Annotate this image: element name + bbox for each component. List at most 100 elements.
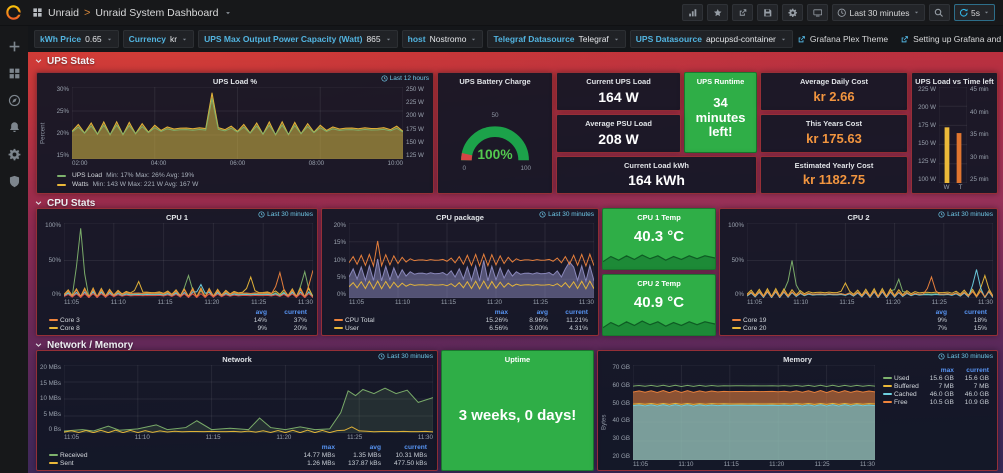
legend-item[interactable]: Core 19 9% 18% — [730, 317, 989, 325]
panel-cpu-package[interactable]: CPU package Last 30 minutes 20% 15% 10% 5% 0% 1… — [321, 208, 599, 336]
variable-currency[interactable]: Currency kr — [122, 30, 195, 48]
panel-title[interactable]: Uptime — [504, 355, 531, 364]
panel-cpu-1-temp[interactable]: CPU 1 Temp 40.3 °C — [602, 208, 716, 270]
variable-ups-max-output-power-capacity-watt-[interactable]: UPS Max Output Power Capacity (Watt) 865 — [198, 30, 398, 48]
panel-this-years-cost[interactable]: This Years Cost kr 175.63 — [760, 114, 908, 153]
legend-column-header[interactable]: avg — [255, 309, 267, 316]
sidebar-item-dashboards[interactable] — [8, 67, 21, 80]
legend-column-header[interactable]: max — [940, 367, 954, 374]
page-title[interactable]: Unraid System Dashboard — [95, 6, 219, 19]
panel-cpu-2-temp[interactable]: CPU 2 Temp 40.9 °C — [602, 274, 716, 336]
dashboard-link[interactable]: Grafana Plex Theme — [797, 34, 888, 44]
mark-favorite-button[interactable] — [707, 4, 728, 21]
legend-item[interactable]: Buffered 7 MB 7 MB — [881, 383, 991, 391]
panel-ups-runtime[interactable]: UPS Runtime 34 minutes left! — [684, 72, 757, 153]
graph-plot-area[interactable]: 11:05 11:10 11:15 11:20 11:25 11:30 — [747, 223, 993, 308]
graph-plot-area[interactable]: 11:05 11:10 11:15 11:20 11:25 11:30 — [633, 365, 875, 470]
panel-title[interactable]: UPS Runtime — [696, 77, 745, 86]
panel-average-psu-load[interactable]: Average PSU Load 208 W — [556, 114, 681, 153]
sidebar-item-configuration[interactable] — [8, 148, 21, 161]
legend-column-header[interactable]: max — [321, 444, 335, 451]
legend-column-header[interactable]: current — [404, 444, 427, 451]
legend-item[interactable]: Cached 46.0 GB 46.0 GB — [881, 391, 991, 399]
legend-item[interactable]: Used 15.6 GB 15.6 GB — [881, 375, 991, 383]
legend-item[interactable]: Watts Min: 143 W Max: 221 W Avg: 167 W — [57, 180, 417, 189]
legend-column-header[interactable]: current — [284, 309, 307, 316]
panel-title[interactable]: UPS Load % — [212, 77, 258, 86]
row-header-cpu-stats[interactable]: CPU Stats — [34, 198, 95, 209]
variable-kwh-price[interactable]: kWh Price 0.65 — [34, 30, 119, 48]
panel-title[interactable]: Estimated Yearly Cost — [794, 161, 874, 170]
panel-cpu-2[interactable]: CPU 2 Last 30 minutes 100% 50% 0% 11:05 11:10 1… — [719, 208, 998, 336]
sidebar-item-alerting[interactable] — [8, 121, 21, 134]
row-header-network-memory[interactable]: Network / Memory — [34, 340, 133, 351]
legend-column-header[interactable]: avg — [536, 309, 548, 316]
graph-plot-area[interactable]: 11:05 11:10 11:15 11:20 11:25 11:30 — [64, 223, 313, 308]
panel-timerange-badge[interactable]: Last 30 minutes — [258, 211, 313, 218]
legend-item[interactable]: Core 3 14% 37% — [47, 317, 309, 325]
panel-cpu-1[interactable]: CPU 1 Last 30 minutes 100% 50% 0% 11:05 11:10 1… — [36, 208, 318, 336]
dashboard-settings-button[interactable] — [782, 4, 803, 21]
legend-item[interactable]: CPU Total 15.26% 8.96% 11.21% — [332, 317, 590, 325]
variable-ups-datasource[interactable]: UPS Datasource apcupsd-container — [629, 30, 793, 48]
row-header-ups-stats[interactable]: UPS Stats — [34, 56, 95, 67]
panel-ups-battery-charge[interactable]: UPS Battery Charge 0 50 100 100% — [437, 72, 553, 194]
panel-network[interactable]: Network Last 30 minutes 20 MBs 15 MBs 10 MBs… — [36, 350, 438, 471]
legend-item[interactable]: UPS Load Min: 17% Max: 26% Avg: 19% — [57, 171, 417, 180]
legend-column-header[interactable]: avg — [935, 309, 947, 316]
panel-timerange-badge[interactable]: Last 12 hours — [381, 75, 429, 82]
legend-column-header[interactable]: avg — [369, 444, 381, 451]
panel-title[interactable]: Current Load kWh — [624, 161, 689, 170]
legend-item[interactable]: Sent 1.26 MBs 137.87 kBs 477.50 kBs — [47, 460, 429, 468]
panel-timerange-badge[interactable]: Last 30 minutes — [378, 353, 433, 360]
graph-plot-area[interactable]: 02:00 04:00 06:00 08:00 10:00 — [72, 87, 403, 169]
panel-ups-load-graph[interactable]: UPS Load % Last 12 hours Percent 30% 25% 20% 1… — [36, 72, 434, 194]
grafana-logo-icon[interactable] — [0, 0, 26, 26]
time-range-picker[interactable]: Last 30 minutes — [832, 4, 925, 21]
panel-timerange-badge[interactable]: Last 30 minutes — [938, 353, 993, 360]
dashboard-link[interactable]: Setting up Grafana and InfluxDB for UPS … — [900, 34, 1003, 44]
panel-timerange-badge[interactable]: Last 30 minutes — [938, 211, 993, 218]
sidebar-item-explore[interactable] — [8, 94, 21, 107]
panel-title[interactable]: Current UPS Load — [586, 77, 651, 86]
graph-plot-area[interactable]: 11:05 11:10 11:15 11:20 11:25 11:30 — [349, 223, 594, 308]
sidebar-item-server-admin[interactable] — [8, 175, 21, 188]
panel-uptime[interactable]: Uptime 3 weeks, 0 days! — [441, 350, 594, 471]
legend-column-header[interactable]: current — [565, 309, 588, 316]
panel-title[interactable]: UPS Load vs Time left — [915, 77, 994, 86]
legend-item[interactable]: Free 10.5 GB 10.9 GB — [881, 399, 991, 407]
panel-current-ups-load[interactable]: Current UPS Load 164 W — [556, 72, 681, 111]
chevron-down-icon[interactable] — [224, 9, 232, 17]
legend-item[interactable]: Received 14.77 MBs 1.35 MBs 10.31 MBs — [47, 452, 429, 460]
variable-telegraf-datasource[interactable]: Telegraf Datasource Telegraf — [487, 30, 626, 48]
panel-title[interactable]: CPU 2 Temp — [637, 279, 681, 288]
breadcrumb-folder[interactable]: Unraid — [48, 6, 79, 19]
panel-title[interactable]: CPU 1 Temp — [637, 213, 681, 222]
panel-timerange-badge[interactable]: Last 30 minutes — [539, 211, 594, 218]
panel-title[interactable]: UPS Battery Charge — [459, 77, 531, 86]
share-dashboard-button[interactable] — [732, 4, 753, 21]
save-dashboard-button[interactable] — [757, 4, 778, 21]
panel-estimated-yearly-cost[interactable]: Estimated Yearly Cost kr 1182.75 — [760, 156, 908, 194]
legend-column-header[interactable]: current — [966, 367, 989, 374]
legend-item[interactable]: User 6.56% 3.00% 4.31% — [332, 325, 590, 333]
graph-plot-area[interactable]: 11:05 11:10 11:15 11:20 11:25 11:30 — [64, 365, 433, 443]
cycle-view-mode-button[interactable] — [807, 4, 828, 21]
panel-title[interactable]: Network — [222, 355, 252, 364]
panel-title[interactable]: Average Daily Cost — [799, 77, 869, 86]
panel-current-load-kwh[interactable]: Current Load kWh 164 kWh — [556, 156, 757, 194]
panel-title[interactable]: This Years Cost — [805, 119, 863, 128]
legend-column-header[interactable]: current — [964, 309, 987, 316]
sidebar-item-create[interactable] — [8, 40, 21, 53]
legend-item[interactable]: Core 20 7% 15% — [730, 325, 989, 333]
legend-item[interactable]: Core 8 9% 20% — [47, 325, 309, 333]
zoom-out-button[interactable] — [928, 4, 950, 21]
add-panel-button[interactable] — [682, 4, 703, 21]
variable-host[interactable]: host Nostromo — [401, 30, 484, 48]
legend-column-header[interactable]: max — [494, 309, 508, 316]
panel-title[interactable]: Average PSU Load — [585, 119, 652, 128]
panel-memory[interactable]: Memory Last 30 minutes Bytes 70 GB 60 GB 50 G… — [597, 350, 998, 471]
panel-ups-load-vs-time-left[interactable]: UPS Load vs Time left 225 W 200 W 175 W 150 … — [911, 72, 998, 194]
refresh-picker[interactable]: 5s — [953, 4, 995, 21]
